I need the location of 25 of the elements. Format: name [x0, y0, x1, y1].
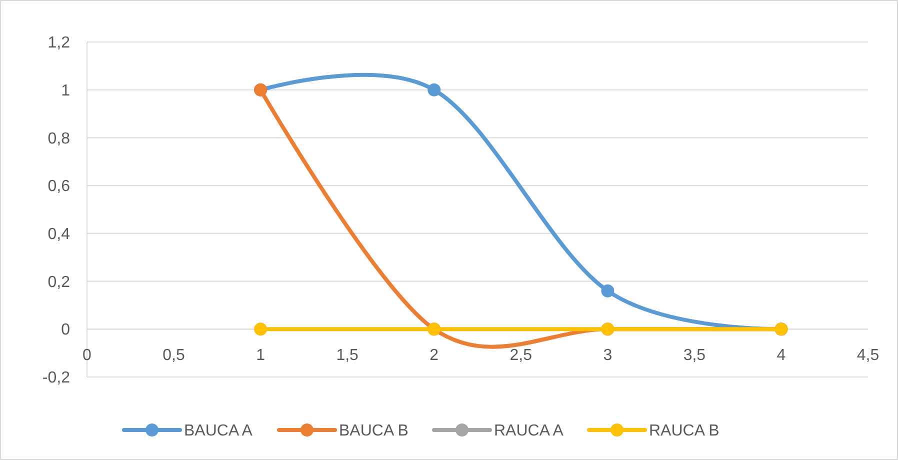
y-tick-label: 0,6 — [48, 178, 70, 196]
y-tick-label: 1 — [61, 82, 70, 100]
legend-label: RAUCA A — [494, 422, 564, 440]
legend-label: BAUCA A — [184, 422, 253, 440]
x-tick-label: 0,5 — [162, 347, 185, 364]
y-tick-label: 1,2 — [48, 34, 70, 52]
x-tick-label: 4,5 — [856, 347, 880, 364]
x-tick-label: 1 — [256, 347, 266, 364]
y-tick-label: 0,2 — [48, 274, 70, 291]
y-tick-label: 0,4 — [48, 226, 70, 244]
legend-label: BAUCA B — [339, 422, 408, 440]
x-tick-label: 0 — [82, 347, 92, 364]
point — [428, 83, 441, 96]
y-tick-label: 0 — [61, 322, 70, 339]
x-tick-label: 3 — [603, 347, 612, 364]
x-tick-label: 4 — [776, 347, 786, 364]
x-tick-label: 1,5 — [336, 347, 359, 364]
point — [601, 284, 614, 298]
x-tick-label: 3,5 — [683, 347, 706, 364]
legend-label: RAUCA B — [649, 422, 720, 440]
y-tick-label: -0,2 — [42, 370, 70, 387]
x-tick-label: 2 — [430, 347, 439, 364]
y-tick-label: 0,8 — [48, 130, 70, 148]
point — [254, 322, 268, 336]
x-tick-label: 2,5 — [510, 347, 532, 364]
